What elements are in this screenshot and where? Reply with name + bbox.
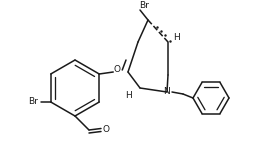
Text: O: O xyxy=(114,66,121,75)
Text: H: H xyxy=(174,33,180,42)
Text: H: H xyxy=(125,91,131,100)
Text: Br: Br xyxy=(139,1,149,10)
Text: O: O xyxy=(102,126,109,135)
Text: Br: Br xyxy=(28,97,38,106)
Text: N: N xyxy=(164,87,170,97)
